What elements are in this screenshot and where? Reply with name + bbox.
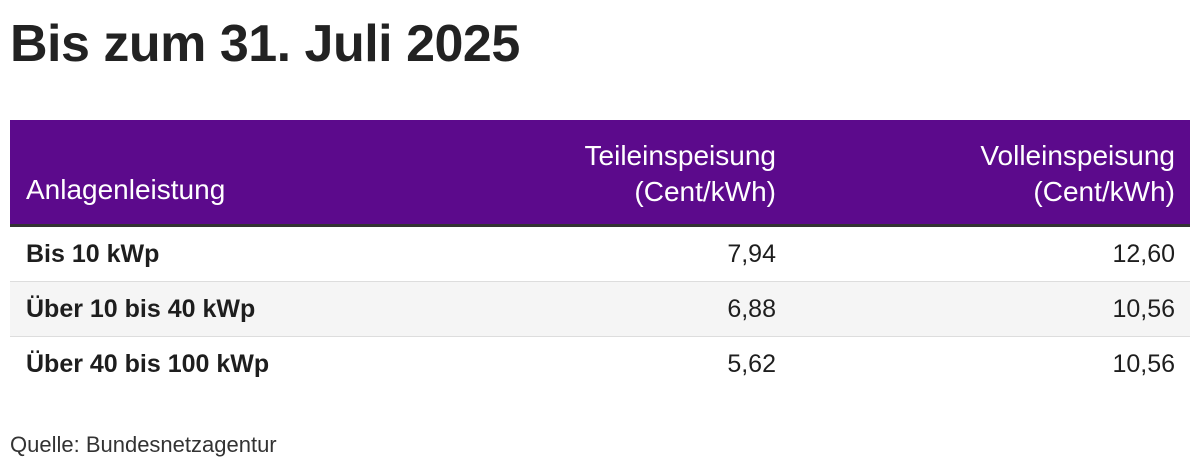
table-header: Anlagenleistung Teileinspeisung (Cent/kW… [10, 120, 1190, 227]
volleinspeisung-value: 10,56 [1112, 295, 1175, 323]
column-header-volleinspeisung-title: Volleinspeisung [980, 140, 1175, 171]
table-row: Über 10 bis 40 kWp 6,88 10,56 [10, 282, 1190, 337]
teileinspeisung-value: 6,88 [727, 295, 776, 323]
row-label: Über 40 bis 100 kWp [26, 350, 270, 378]
row-label: Über 10 bis 40 kWp [26, 295, 256, 323]
row-label: Bis 10 kWp [26, 240, 160, 268]
column-header-volleinspeisung: Volleinspeisung (Cent/kWh) [980, 138, 1175, 210]
column-header-teileinspeisung-unit: (Cent/kWh) [634, 176, 776, 207]
column-header-anlagenleistung: Anlagenleistung [26, 174, 226, 205]
column-header-teileinspeisung-title: Teileinspeisung [584, 140, 776, 171]
column-header-volleinspeisung-unit: (Cent/kWh) [1033, 176, 1175, 207]
teileinspeisung-value: 5,62 [727, 350, 776, 378]
table-row: Über 40 bis 100 kWp 5,62 10,56 [10, 337, 1190, 392]
chart-title: Bis zum 31. Juli 2025 [10, 15, 520, 73]
volleinspeisung-value: 12,60 [1112, 240, 1175, 268]
volleinspeisung-value: 10,56 [1112, 350, 1175, 378]
data-table: Anlagenleistung Teileinspeisung (Cent/kW… [10, 120, 1190, 392]
source-note: Quelle: Bundesnetzagentur [10, 432, 277, 457]
teileinspeisung-value: 7,94 [727, 240, 776, 268]
table-row: Bis 10 kWp 7,94 12,60 [10, 227, 1190, 282]
column-header-teileinspeisung: Teileinspeisung (Cent/kWh) [585, 138, 776, 210]
